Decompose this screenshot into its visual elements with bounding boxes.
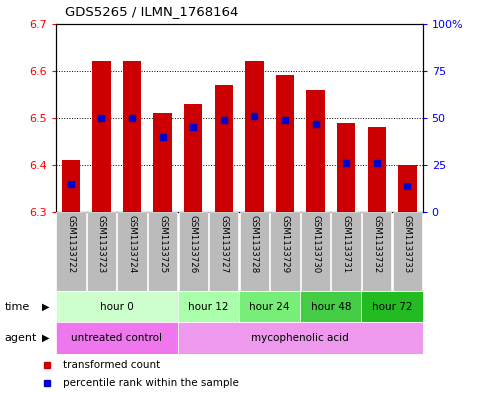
Text: hour 24: hour 24 (249, 301, 290, 312)
Text: GSM1133724: GSM1133724 (128, 215, 137, 273)
FancyBboxPatch shape (148, 212, 177, 291)
Bar (276, 75, 294, 212)
Text: GSM1133722: GSM1133722 (66, 215, 75, 273)
Bar (184, 104, 202, 212)
Bar (245, 61, 264, 212)
FancyBboxPatch shape (56, 212, 85, 291)
Text: GSM1133725: GSM1133725 (158, 215, 167, 273)
FancyBboxPatch shape (56, 291, 178, 322)
FancyBboxPatch shape (56, 322, 178, 354)
FancyBboxPatch shape (178, 322, 423, 354)
Bar (214, 85, 233, 212)
Text: percentile rank within the sample: percentile rank within the sample (63, 378, 239, 388)
Text: GSM1133727: GSM1133727 (219, 215, 228, 273)
Text: ▶: ▶ (42, 301, 50, 312)
Text: agent: agent (5, 333, 37, 343)
FancyBboxPatch shape (240, 212, 269, 291)
FancyBboxPatch shape (117, 212, 147, 291)
Bar (398, 165, 416, 212)
FancyBboxPatch shape (331, 212, 361, 291)
FancyBboxPatch shape (362, 212, 391, 291)
Text: untreated control: untreated control (71, 333, 162, 343)
Text: hour 72: hour 72 (372, 301, 412, 312)
FancyBboxPatch shape (393, 212, 422, 291)
FancyBboxPatch shape (239, 291, 300, 322)
Text: GSM1133723: GSM1133723 (97, 215, 106, 273)
Text: hour 0: hour 0 (100, 301, 134, 312)
FancyBboxPatch shape (300, 291, 361, 322)
Bar (123, 61, 141, 212)
FancyBboxPatch shape (301, 212, 330, 291)
Text: GSM1133730: GSM1133730 (311, 215, 320, 273)
Bar (154, 113, 172, 212)
Text: hour 12: hour 12 (188, 301, 229, 312)
Text: transformed count: transformed count (63, 360, 160, 370)
FancyBboxPatch shape (209, 212, 239, 291)
Text: GDS5265 / ILMN_1768164: GDS5265 / ILMN_1768164 (65, 5, 239, 18)
FancyBboxPatch shape (179, 212, 208, 291)
Bar (62, 160, 80, 212)
Text: GSM1133726: GSM1133726 (189, 215, 198, 273)
Text: GSM1133731: GSM1133731 (341, 215, 351, 273)
Text: ▶: ▶ (42, 333, 50, 343)
Text: time: time (5, 301, 30, 312)
Text: GSM1133732: GSM1133732 (372, 215, 381, 273)
FancyBboxPatch shape (87, 212, 116, 291)
FancyBboxPatch shape (361, 291, 423, 322)
Bar (368, 127, 386, 212)
FancyBboxPatch shape (178, 291, 239, 322)
Text: GSM1133733: GSM1133733 (403, 215, 412, 273)
Bar (337, 123, 355, 212)
Text: mycophenolic acid: mycophenolic acid (251, 333, 349, 343)
Bar (306, 90, 325, 212)
Bar (92, 61, 111, 212)
Text: GSM1133728: GSM1133728 (250, 215, 259, 273)
FancyBboxPatch shape (270, 212, 299, 291)
Text: GSM1133729: GSM1133729 (281, 215, 289, 273)
Text: hour 48: hour 48 (311, 301, 351, 312)
